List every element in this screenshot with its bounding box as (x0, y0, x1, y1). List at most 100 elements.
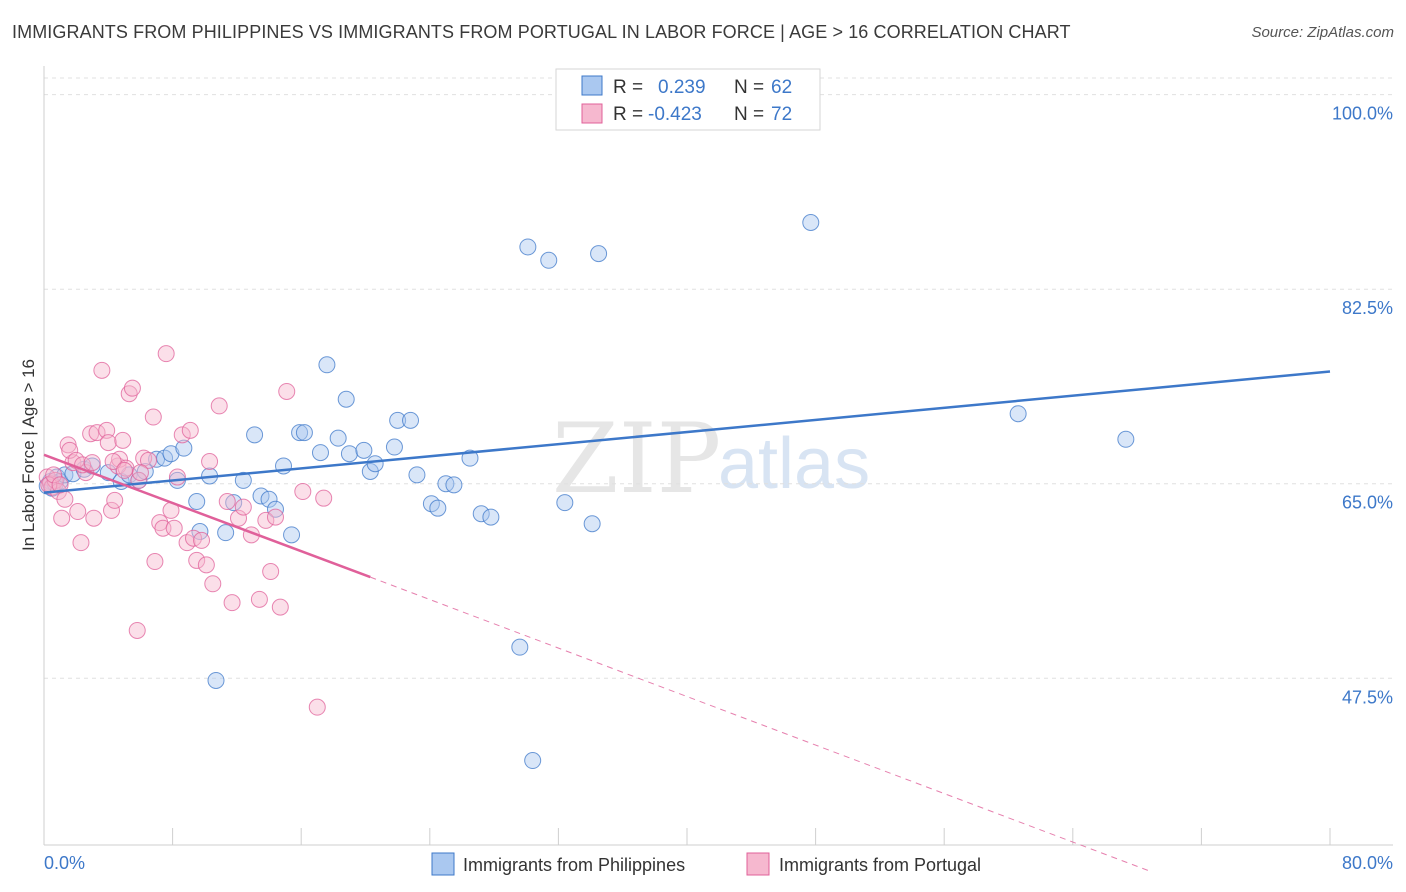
point-philippines-24 (217, 524, 235, 542)
point-portugal-64 (51, 476, 69, 494)
trendline-portugal (43, 453, 371, 579)
point-portugal-45 (201, 453, 219, 470)
point-philippines-60 (590, 245, 608, 263)
legend-n-value-2: 72 (771, 104, 792, 125)
legend-r-label-2: R = (613, 104, 643, 125)
point-philippines-53 (482, 508, 500, 526)
bottom-legend-label-portugal: Immigrants from Portugal (779, 855, 981, 875)
point-philippines-37 (329, 429, 347, 447)
bottom-legend: Immigrants from Philippines Immigrants f… (431, 852, 981, 876)
point-portugal-17 (99, 434, 117, 452)
point-philippines-56 (524, 752, 542, 770)
y-tick-label-3: 100.0% (1332, 104, 1393, 124)
point-portugal-61 (315, 489, 333, 507)
point-philippines-44 (389, 411, 407, 429)
point-portugal-47 (210, 397, 228, 415)
point-portugal-43 (193, 531, 211, 549)
watermark: ZIP atlas (552, 403, 870, 515)
point-philippines-32 (283, 526, 301, 544)
point-portugal-32 (151, 514, 169, 532)
legend-swatch-portugal (581, 103, 603, 124)
legend-swatch-philippines (581, 75, 603, 96)
point-portugal-37 (168, 468, 186, 486)
point-philippines-26 (234, 471, 252, 489)
point-philippines-23 (207, 671, 225, 689)
point-portugal-9 (69, 503, 87, 521)
point-philippines-50 (445, 476, 463, 494)
legend-box: R = 0.239 N = 62 R = -0.423 N = 72 (555, 68, 821, 131)
point-portugal-46 (204, 575, 222, 593)
legend-r-value-1: 0.239 (658, 77, 706, 98)
point-philippines-34 (295, 424, 313, 442)
point-philippines-48 (429, 499, 447, 517)
point-portugal-13 (85, 509, 103, 527)
gridlines (44, 77, 1393, 679)
point-philippines-35 (311, 444, 329, 462)
point-philippines-38 (337, 390, 355, 408)
point-portugal-56 (266, 508, 284, 526)
point-philippines-40 (355, 441, 373, 459)
point-portugal-21 (111, 450, 129, 468)
point-philippines-54 (511, 638, 529, 656)
point-portugal-69 (104, 453, 122, 470)
point-portugal-71 (131, 464, 149, 482)
point-philippines-29 (260, 490, 278, 508)
legend-n-label-2: N = (734, 104, 764, 125)
point-portugal-31 (146, 553, 164, 571)
point-portugal-55 (262, 563, 280, 581)
point-philippines-42 (366, 455, 384, 473)
bottom-legend-label-philippines: Immigrants from Philippines (463, 855, 685, 875)
point-portugal-10 (72, 534, 90, 552)
legend-r-label-1: R = (613, 77, 643, 98)
point-philippines-25 (225, 494, 243, 512)
point-portugal-44 (197, 556, 215, 574)
point-portugal-70 (115, 461, 133, 479)
point-philippines-55 (519, 238, 537, 256)
point-philippines-27 (246, 426, 264, 444)
point-philippines-21 (191, 523, 209, 541)
point-philippines-19 (175, 439, 193, 457)
y-tick-label-0: 47.5% (1342, 687, 1393, 707)
point-philippines-63 (1117, 430, 1135, 448)
point-portugal-38 (173, 426, 191, 444)
point-portugal-42 (188, 551, 206, 569)
point-portugal-48 (218, 493, 236, 511)
point-philippines-43 (385, 438, 403, 456)
point-philippines-20 (188, 493, 206, 511)
point-portugal-63 (45, 466, 63, 484)
point-portugal-36 (165, 519, 183, 537)
x-tick-label-max: 80.0% (1342, 853, 1393, 873)
point-portugal-34 (157, 345, 175, 363)
point-philippines-36 (318, 356, 336, 374)
watermark-zip: ZIP (552, 403, 721, 515)
source-label: Source: ZipAtlas.com (1251, 24, 1394, 41)
point-portugal-40 (181, 421, 199, 439)
trendline-philippines (43, 370, 1331, 494)
legend-n-value-1: 62 (771, 77, 792, 98)
y-axis-title: In Labor Force | Age > 16 (19, 359, 38, 551)
point-philippines-45 (402, 411, 420, 429)
point-portugal-60 (308, 698, 326, 716)
point-portugal-19 (106, 491, 124, 509)
point-portugal-68 (83, 454, 101, 472)
point-portugal-29 (139, 451, 157, 469)
point-portugal-12 (82, 425, 100, 443)
y-tick-label-2: 82.5% (1342, 298, 1393, 318)
trendline-portugal-extension (370, 576, 1149, 872)
point-philippines-59 (583, 515, 601, 533)
point-portugal-15 (93, 361, 111, 379)
point-philippines-46 (408, 466, 426, 484)
point-portugal-65 (61, 441, 79, 459)
bottom-legend-swatch-portugal (746, 852, 770, 876)
y-tick-labels: 47.5% 65.0% 82.5% 100.0% (1332, 104, 1393, 708)
point-portugal-51 (234, 498, 252, 516)
y-tick-label-1: 65.0% (1342, 493, 1393, 513)
point-philippines-61 (802, 214, 820, 232)
point-philippines-62 (1009, 405, 1027, 423)
point-portugal-50 (230, 509, 248, 527)
watermark-atlas: atlas (718, 424, 870, 504)
point-portugal-24 (120, 385, 138, 403)
point-philippines-39 (340, 445, 358, 463)
point-philippines-17 (162, 445, 180, 463)
